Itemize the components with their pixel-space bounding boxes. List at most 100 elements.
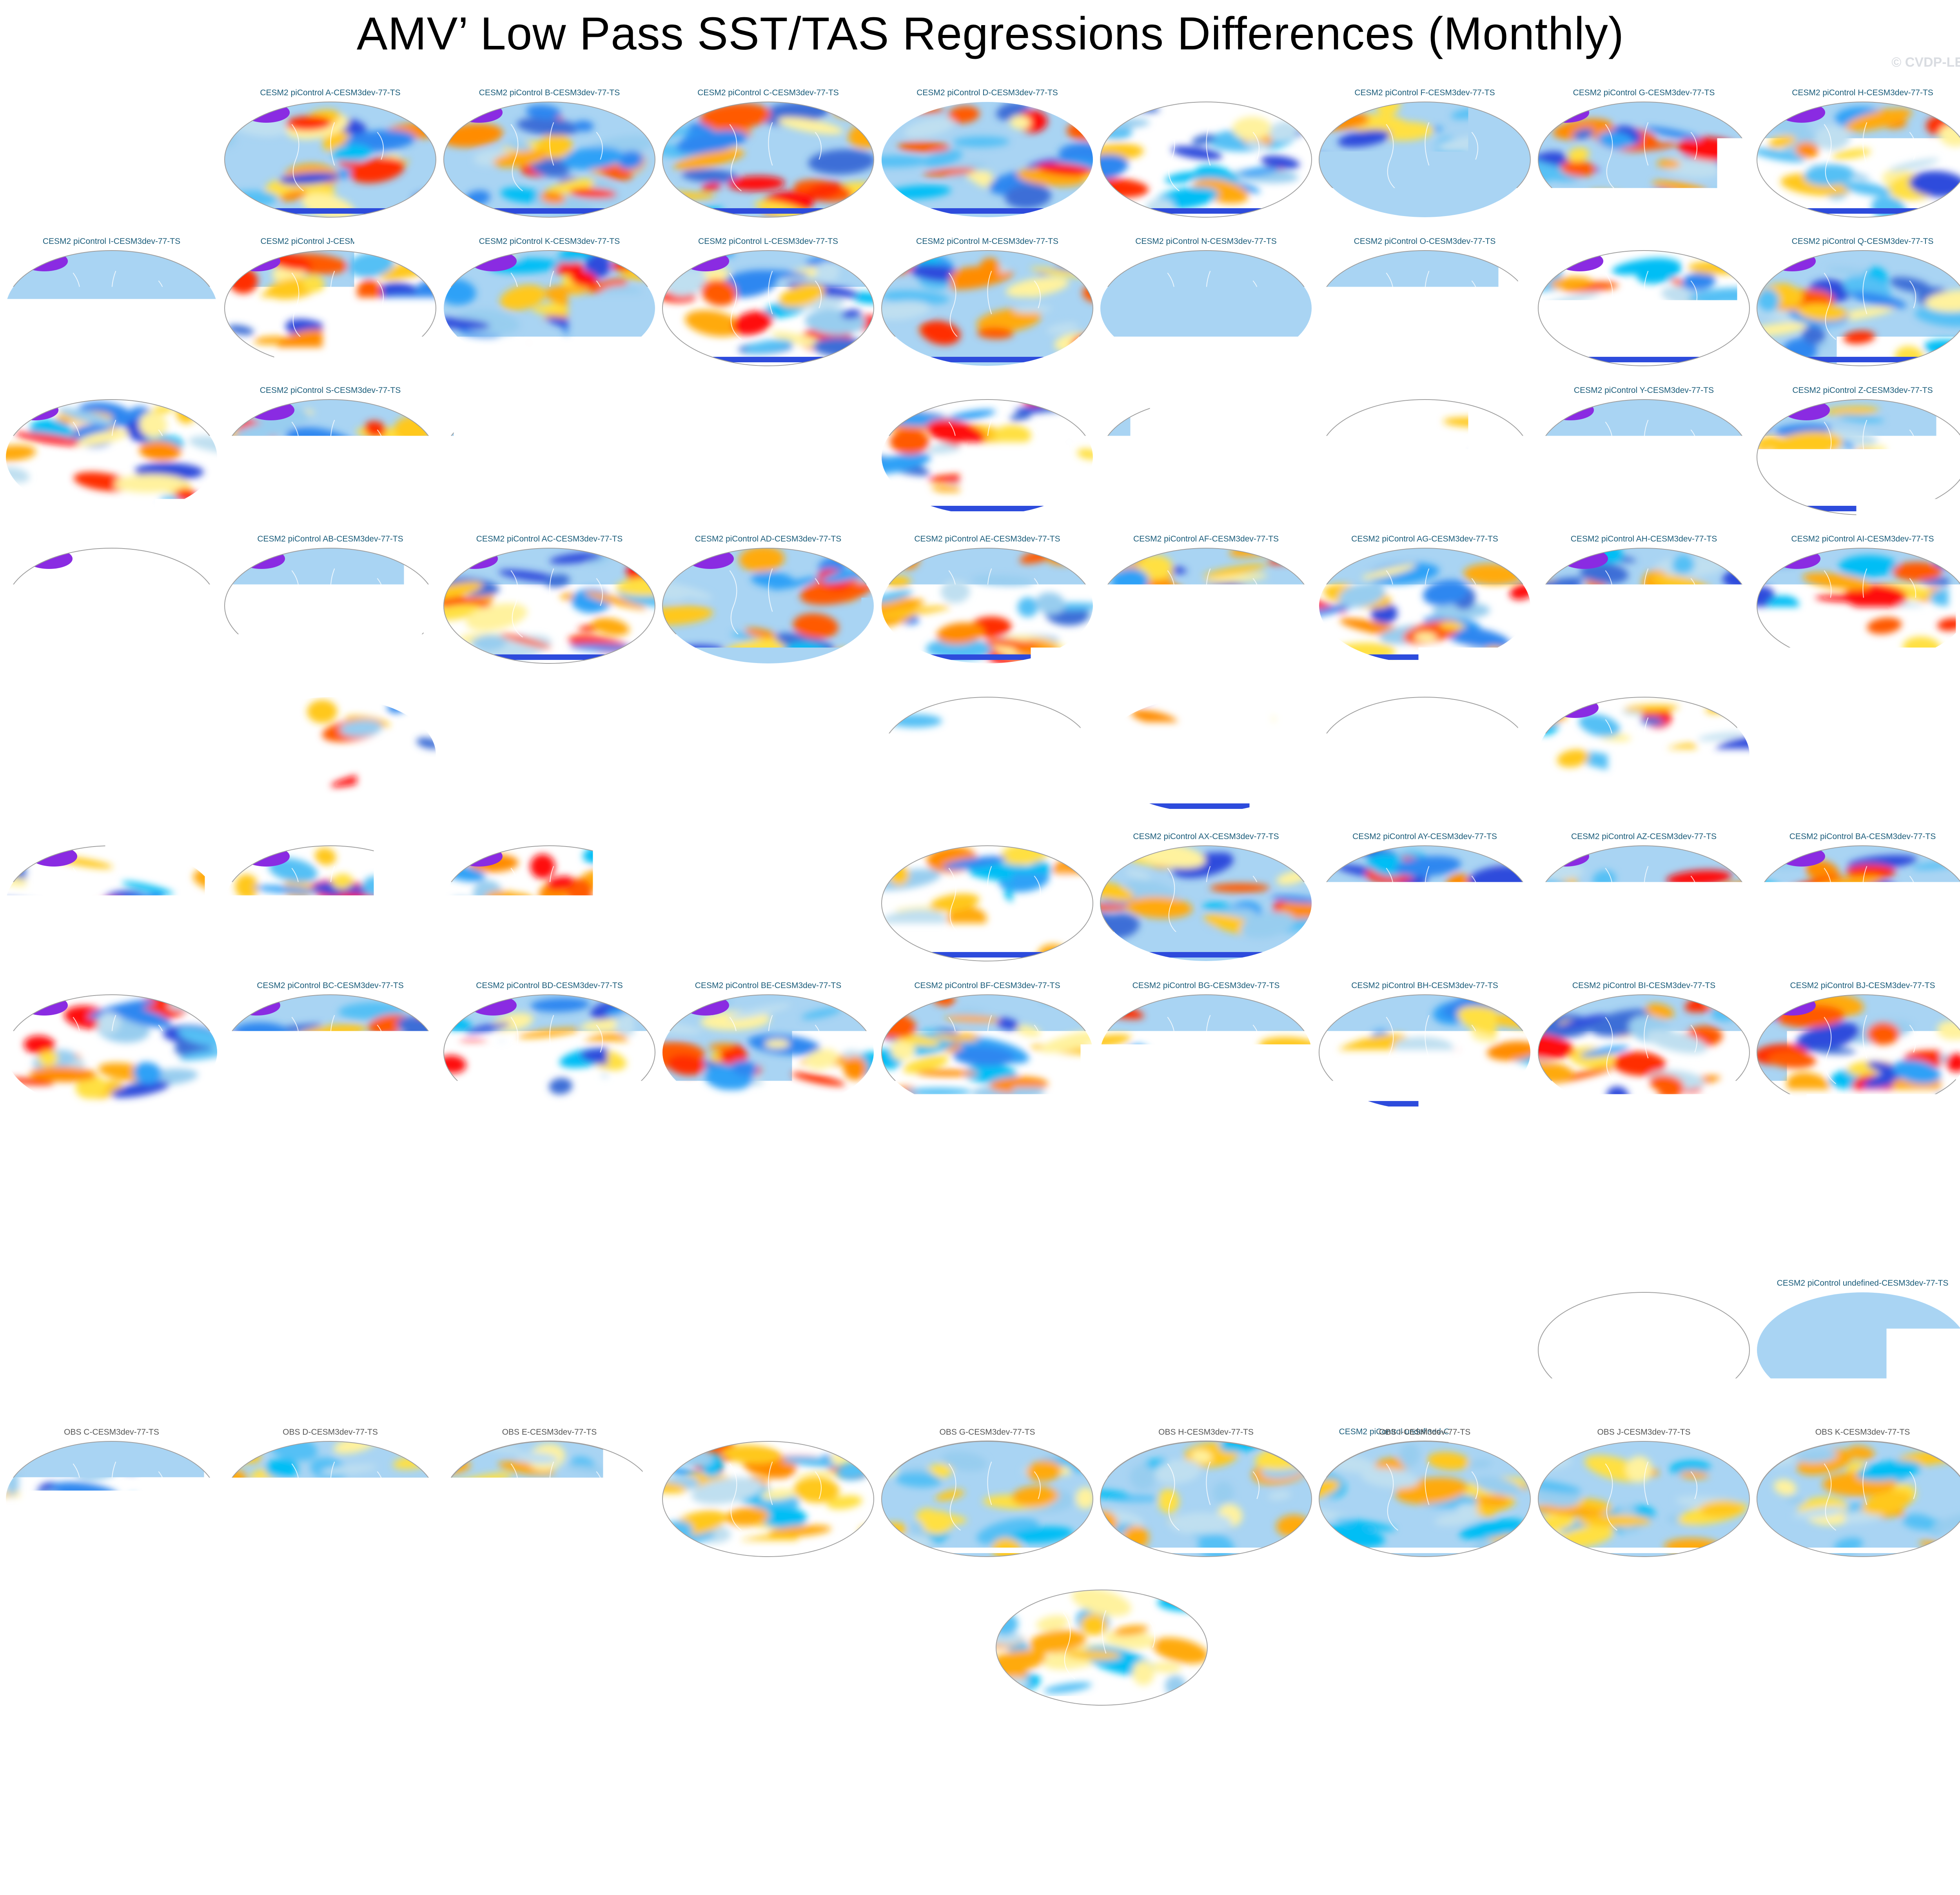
panel-title: CESM2 piControl AQ-CESM3dev-77-TS: [1537, 683, 1751, 693]
colorbar-swatch: [1172, 1780, 1233, 1810]
colorbar-swatch: [1112, 1780, 1172, 1810]
panel-title: CESM2 piControl R-CESM3dev-77-TS: [5, 386, 218, 395]
panel-title: CESM2 piControl BY-CESM3dev-77-TS: [1099, 1279, 1313, 1288]
colorbar-swatch: [387, 1780, 448, 1810]
obs-map-panel: OBS D-CESM3dev-77-TS: [223, 1428, 437, 1559]
panel-title: OBS G-CESM3dev-77-TS: [880, 1428, 1094, 1437]
obs-map-panel: OBS E-CESM3dev-77-TS: [443, 1428, 656, 1559]
colorbar-swatch: [1051, 1780, 1112, 1810]
panel-title: CESM2 piControl undefined-CESM3dev-77-TS: [1756, 1279, 1960, 1288]
panel-title: CESM2 piControl AI-CESM3dev-77-TS: [1756, 534, 1960, 544]
globe-map: [880, 1142, 1094, 1260]
model-map-panel: CESM2 piControl AC-CESM3dev-77-TS: [443, 534, 656, 666]
model-map-panel: CESM2 piControl AZ-CESM3dev-77-TS: [1537, 832, 1751, 964]
panel-title: CESM2 piControl BJ-CESM3dev-77-TS: [1756, 981, 1960, 990]
colorbar-swatch: [508, 1780, 568, 1810]
colorbar: -4 -3.2 -2.4 -1.6 -0.8 0 0.8 1.6 2.4 3.2 4 C: [0, 1776, 1960, 1894]
globe-map: [443, 398, 656, 516]
model-map-panel: CESM2 piControl AS-CESM3dev-77-TS: [5, 832, 218, 964]
globe-map: [1099, 994, 1313, 1111]
panel-title: CESM2 piControl AP-CESM3dev-77-TS: [1318, 683, 1532, 693]
globe-map: [661, 1142, 875, 1260]
globe-map: [1318, 696, 1532, 814]
colorbar-swatch: [447, 1780, 508, 1810]
panel-title: CESM2 piControl B-CESM3dev-77-TS: [443, 88, 656, 98]
globe-map: [661, 696, 875, 814]
globe-map: [880, 994, 1094, 1111]
model-map-panel: CESM2 piControl C-CESM3dev-77-TS: [661, 88, 875, 220]
globe-map: [661, 101, 875, 218]
panel-title: OBS D-CESM3dev-77-TS: [223, 1428, 437, 1437]
panel-title: CESM2 piControl H-CESM3dev-77-TS: [1756, 88, 1960, 98]
panel-title: CESM2 piControl BM-CESM3dev-77-TS: [443, 1130, 656, 1139]
globe-map: [1318, 249, 1532, 367]
globe-map: [661, 249, 875, 367]
globe-map: [1537, 1291, 1751, 1409]
colorbar-tick-label: 0.8: [1091, 1820, 1132, 1852]
model-map-panel: CESM2 piControl W-CESM3dev-77-TS: [1099, 386, 1313, 518]
panel-title: CESM2 piControl BQ-CESM3dev-77-TS: [1318, 1130, 1532, 1139]
model-map-panel: CESM2 piControl F-CESM3dev-77-TS: [1318, 88, 1532, 220]
model-map-panel: CESM2 piControl BZ-CESM3dev-77-TS: [1318, 1279, 1532, 1410]
panel-title: CESM2 piControl AJ-CESM3dev-77-TS: [5, 683, 218, 693]
panel-title: CESM2 piControl AN-CESM3dev-77-TS: [880, 683, 1094, 693]
globe-map: [5, 1440, 218, 1558]
model-map-panel: CESM2 piControl AR-CESM3dev-77-TS: [1756, 683, 1960, 815]
panel-title: OBS L-CESM3dev-77-TS: [776, 1576, 990, 1586]
panel-title: CESM2 piControl E-CESM3dev-77-TS: [1099, 88, 1313, 98]
panel-title: CESM2 piControl V-CESM3dev-77-TS: [880, 386, 1094, 395]
model-map-panel: CESM2 piControl B-CESM3dev-77-TS: [443, 88, 656, 220]
globe-map: [223, 547, 437, 665]
panel-title: OBS E-CESM3dev-77-TS: [443, 1428, 656, 1437]
colorbar-unit-label: C: [980, 1855, 1001, 1888]
colorbar-swatch: [327, 1780, 387, 1810]
panel-title: CESM2 piControl AZ-CESM3dev-77-TS: [1537, 832, 1751, 841]
globe-map: [880, 249, 1094, 367]
globe-map: [661, 1291, 875, 1409]
globe-map: [5, 547, 218, 665]
model-map-panel: CESM2 piControl AQ-CESM3dev-77-TS: [1537, 683, 1751, 815]
colorbar-tick-label: 0: [983, 1820, 999, 1852]
globe-map: [1756, 845, 1960, 962]
globe-map: [880, 101, 1094, 218]
model-map-panel: CESM2 piControl BN-CESM3dev-77-TS: [661, 1130, 875, 1261]
model-map-panel: CESM2 piControl BK-CESM3dev-77-TS: [5, 1130, 218, 1261]
model-map-panel: CESM2 piControl BU-CESM3dev-77-TS: [223, 1279, 437, 1410]
model-map-panel: CESM2 piControl BS-CESM3dev-77-TS: [1756, 1130, 1960, 1261]
colorbar-swatch: [568, 1780, 629, 1810]
globe-map: [443, 845, 656, 962]
panel-title: CESM2 piControl I-CESM3dev-77-TS: [5, 237, 218, 246]
panel-title: CESM2 piControl BG-CESM3dev-77-TS: [1099, 981, 1313, 990]
panel-title: CESM2 piControl AT-CESM3dev-77-TS: [223, 832, 437, 841]
panel-title: CESM2 piControl Q-CESM3dev-77-TS: [1756, 237, 1960, 246]
colorbar-tick-label: 4: [1586, 1820, 1602, 1852]
globe-map: [443, 696, 656, 814]
globe-map: [1756, 398, 1960, 516]
model-map-panel: CESM2 piControl BX-CESM3dev-77-TS: [880, 1279, 1094, 1410]
model-map-panel: CESM2 piControl AL-CESM3dev-77-TS: [443, 683, 656, 815]
panel-title: CESM2 piControl X-CESM3dev-77-TS: [1318, 386, 1532, 395]
obs-map-panel: OBS F-CESM3dev-77-TS: [661, 1428, 875, 1559]
model-map-panel: CESM2 piControl AB-CESM3dev-77-TS: [223, 534, 437, 666]
globe-map: [661, 1440, 875, 1558]
model-map-panel: CESM2 piControl AF-CESM3dev-77-TS: [1099, 534, 1313, 666]
panel-title: CESM2 piControl undefined-CESM3dev-77-TS: [1537, 1279, 1751, 1288]
globe-map: [443, 1291, 656, 1409]
panel-title: CESM2 piControl BK-CESM3dev-77-TS: [5, 1130, 218, 1139]
model-map-panel: CESM2 piControl AU-CESM3dev-77-TS: [443, 832, 656, 964]
panel-title: OBS J-CESM3dev-77-TS: [1537, 1428, 1751, 1437]
panel-title: CESM2 piControl BZ-CESM3dev-77-TS: [1318, 1279, 1532, 1288]
model-map-panel: CESM2 piControl Q-CESM3dev-77-TS: [1756, 237, 1960, 369]
panel-title: OBS K-CESM3dev-77-TS: [1756, 1428, 1960, 1437]
model-map-panel: CESM2 piControl A-CESM3dev-77-TS: [223, 88, 437, 220]
model-map-panel: CESM2 piControl BP-CESM3dev-77-TS: [1099, 1130, 1313, 1261]
globe-map: [5, 249, 218, 367]
globe-map: [443, 1440, 656, 1558]
model-map-panel: CESM2 piControl BA-CESM3dev-77-TS: [1756, 832, 1960, 964]
model-map-panel: CESM2 piControl AY-CESM3dev-77-TS: [1318, 832, 1532, 964]
model-map-panel: CESM2 piControl D-CESM3dev-77-TS: [880, 88, 1094, 220]
panel-title: CESM2 piControl N-CESM3dev-77-TS: [1099, 237, 1313, 246]
globe-map: [880, 845, 1094, 962]
globe-map: [223, 101, 437, 218]
globe-map: [880, 547, 1094, 665]
